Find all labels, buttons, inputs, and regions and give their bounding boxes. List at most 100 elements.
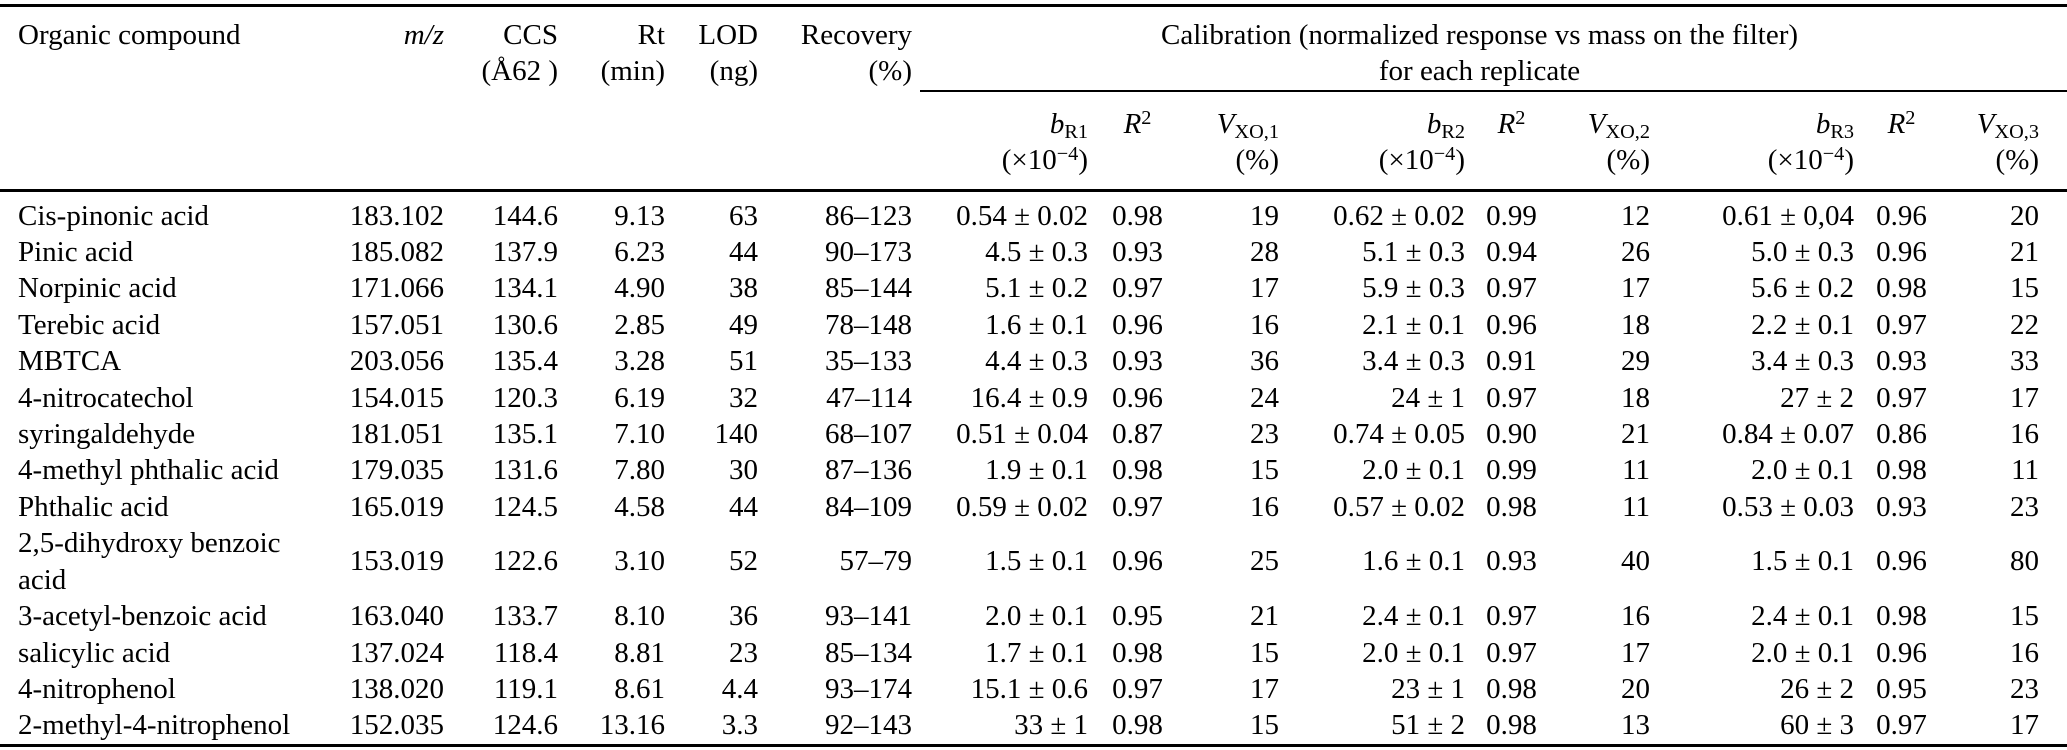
cell-v_3: 20 [2010, 199, 2040, 232]
b-r3-unit: (×10−4) [1767, 143, 1854, 177]
table-row: 4-nitrocatechol 154.015 120.3 6.19 32 47–114 1… [0, 380, 2067, 416]
cell-rt: 6.19 [614, 381, 665, 414]
cell-rt: 3.28 [614, 345, 665, 378]
cell-r2_2: 0.97 [1486, 636, 1537, 669]
cell-b_r2: 2.1 ± 0.1 [1362, 308, 1465, 341]
cell-b_r3: 2.0 ± 0.1 [1751, 454, 1854, 487]
cell-mz: 165.019 [349, 490, 444, 523]
cell-v_2: 26 [1621, 236, 1650, 269]
cell-r2_2: 0.94 [1486, 236, 1537, 269]
cell-compound: 4-methyl phthalic acid [18, 454, 279, 487]
r2-3-symbol: R2 [1887, 106, 1916, 140]
cell-compound: 2,5-dihydroxy benzoic acid [18, 527, 281, 596]
cell-ccs: 122.6 [492, 545, 558, 578]
cell-r2_2: 0.96 [1486, 308, 1537, 341]
cell-b_r1: 5.1 ± 0.2 [985, 272, 1088, 305]
cell-mz: 183.102 [349, 199, 444, 232]
cell-b_r1: 1.5 ± 0.1 [985, 545, 1088, 578]
cell-v_1: 36 [1250, 345, 1279, 378]
cell-r2_1: 0.98 [1112, 636, 1163, 669]
b-r1-symbol: bR1 [1049, 107, 1088, 143]
col-header-b-r2: bR2 (×10−4) [1287, 91, 1473, 190]
cell-mz: 163.040 [349, 600, 444, 633]
cell-compound: 4-nitrophenol [18, 672, 176, 705]
cell-mz: 137.024 [349, 636, 444, 669]
col-header-v-xo1: VXO,1 (%) [1187, 91, 1287, 190]
col-header-v-xo2: VXO,2 (%) [1558, 91, 1658, 190]
cell-v_3: 23 [2010, 490, 2040, 523]
header-row-sub: bR1 (×10−4) R2 VXO,1 (%) bR2 (×10−4) R2 [0, 91, 2067, 190]
v-xo2-unit: (%) [1606, 144, 1650, 177]
cell-b_r1: 15.1 ± 0.6 [970, 672, 1088, 705]
rt-unit: (min) [600, 55, 665, 88]
cell-recovery: 35–133 [825, 345, 912, 378]
cell-r2_1: 0.93 [1112, 345, 1163, 378]
cell-v_3: 16 [2010, 636, 2040, 669]
ccs-label: CCS [503, 19, 558, 51]
cell-r2_3: 0.96 [1876, 636, 1927, 669]
lod-label: LOD [698, 19, 758, 51]
mz-label: m/z [403, 19, 444, 51]
cell-v_3: 22 [2010, 308, 2040, 341]
col-header-ccs: CCS (Å62 ) [452, 6, 566, 191]
cell-mz: 171.066 [349, 272, 444, 305]
cell-recovery: 47–114 [826, 381, 912, 414]
cell-b_r2: 24 ± 1 [1391, 381, 1465, 414]
cell-lod: 38 [729, 272, 758, 305]
cell-recovery: 68–107 [825, 418, 912, 451]
table-row: 3-acetyl-benzoic acid 163.040 133.7 8.10 36 9… [0, 598, 2067, 634]
col-header-recovery: Recovery (%) [766, 6, 920, 191]
cell-ccs: 144.6 [492, 199, 558, 232]
cell-v_1: 15 [1250, 636, 1279, 669]
cell-v_3: 33 [2010, 345, 2040, 378]
cell-ccs: 131.6 [492, 454, 558, 487]
cell-b_r3: 0.61 ± 0,04 [1722, 199, 1854, 232]
cell-lod: 51 [729, 345, 758, 378]
lod-unit: (ng) [709, 55, 758, 88]
cell-rt: 7.80 [614, 454, 665, 487]
table-row: salicylic acid 137.024 118.4 8.81 23 85–134 1.… [0, 635, 2067, 671]
cell-r2_2: 0.97 [1486, 272, 1537, 305]
cell-recovery: 87–136 [825, 454, 912, 487]
cell-b_r3: 60 ± 3 [1780, 709, 1854, 742]
cell-v_3: 17 [2010, 381, 2040, 414]
cell-v_2: 40 [1621, 545, 1650, 578]
cell-r2_2: 0.90 [1486, 418, 1537, 451]
cell-b_r1: 1.6 ± 0.1 [985, 308, 1088, 341]
cell-rt: 2.85 [614, 308, 665, 341]
cell-lod: 49 [729, 308, 758, 341]
cell-b_r2: 5.9 ± 0.3 [1362, 272, 1465, 305]
cell-v_2: 17 [1621, 636, 1650, 669]
cell-b_r2: 2.0 ± 0.1 [1362, 454, 1465, 487]
cell-r2_3: 0.97 [1876, 308, 1927, 341]
cell-r2_3: 0.97 [1876, 381, 1927, 414]
cell-r2_1: 0.97 [1112, 490, 1163, 523]
cell-mz: 181.051 [349, 418, 444, 451]
cell-r2_1: 0.97 [1112, 272, 1163, 305]
recovery-label: Recovery [800, 19, 912, 51]
cell-r2_2: 0.98 [1486, 490, 1537, 523]
calibration-table: Organic compound m/z CCS (Å62 ) Rt (min) L… [0, 4, 2067, 747]
cell-v_3: 16 [2010, 418, 2040, 451]
table-row: 4-nitrophenol 138.020 119.1 8.61 4.4 93–174 15… [0, 671, 2067, 707]
cell-r2_3: 0.96 [1876, 545, 1927, 578]
cell-b_r2: 0.57 ± 0.02 [1333, 490, 1465, 523]
cell-rt: 8.61 [614, 672, 665, 705]
cell-rt: 7.10 [614, 418, 665, 451]
cell-lod: 44 [729, 490, 758, 523]
col-header-b-r1: bR1 (×10−4) [920, 91, 1096, 190]
table-header: Organic compound m/z CCS (Å62 ) Rt (min) L… [0, 5, 2067, 191]
cell-v_2: 12 [1621, 199, 1650, 232]
cell-ccs: 137.9 [492, 236, 558, 269]
cell-v_1: 19 [1250, 199, 1279, 232]
cell-v_1: 16 [1250, 490, 1279, 523]
cell-b_r2: 2.4 ± 0.1 [1362, 600, 1465, 633]
cell-v_3: 15 [2010, 272, 2040, 305]
cell-r2_1: 0.96 [1112, 381, 1163, 414]
cell-lod: 44 [729, 236, 758, 269]
table-row: Terebic acid 157.051 130.6 2.85 49 78–148 1.6 … [0, 307, 2067, 343]
cell-lod: 140 [714, 418, 759, 451]
cell-v_3: 21 [2010, 236, 2040, 269]
cell-v_1: 28 [1250, 236, 1279, 269]
